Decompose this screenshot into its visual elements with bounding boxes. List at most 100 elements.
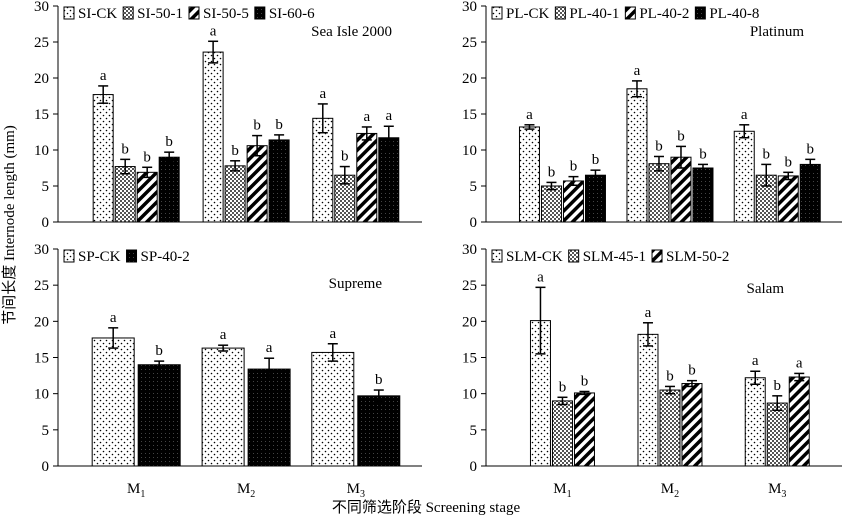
bar-sp-ck-m2 [201, 347, 245, 467]
legend-swatch-si-50-5 [188, 6, 200, 20]
significance-label: b [570, 159, 578, 175]
bar-pl-ck-m3 [733, 130, 755, 223]
significance-label: a [363, 109, 370, 125]
y-tick-label: 10 [34, 143, 49, 159]
significance-label: a [634, 63, 641, 79]
significance-label: a [537, 269, 544, 285]
bar-sp-ck-m3 [311, 351, 355, 467]
legend-swatch-slm-45-1 [568, 249, 580, 263]
legend-swatch-slm-50-2 [651, 249, 663, 263]
significance-label: b [806, 141, 814, 157]
legend-swatch-si-50-1 [122, 6, 134, 20]
y-tick-label: 20 [34, 71, 49, 87]
legend-label-slm-45-1: SLM-45-1 [583, 249, 646, 265]
significance-label: b [275, 117, 283, 133]
legend: SI-CK SI-50-1 SI-50-5 SI-60-6 [63, 6, 315, 22]
bar-slm-50-2-m3 [788, 376, 810, 467]
legend-label-pl-40-2: PL-40-2 [639, 6, 689, 22]
y-tick-label: 30 [462, 0, 477, 15]
y-tick-label: 30 [34, 242, 49, 258]
legend-label-sp-40-2: SP-40-2 [141, 249, 190, 265]
legend-swatch-pl-40-1 [554, 6, 566, 20]
legend-swatch-sp-ck [63, 249, 75, 263]
legend-swatch-si-60-6 [254, 6, 266, 20]
significance-label: a [220, 327, 227, 343]
significance-label: a [329, 326, 336, 342]
legend: SLM-CK SLM-45-1 SLM-50-2 [491, 249, 729, 265]
bar-pl-40-2-m1 [562, 180, 584, 223]
y-tick-label: 0 [42, 459, 50, 475]
y-tick-label: 20 [462, 314, 477, 330]
significance-label: a [110, 310, 117, 326]
bar-slm-ck-m2 [637, 333, 659, 467]
significance-label: b [341, 149, 349, 165]
legend-swatch-si-ck [63, 6, 75, 20]
y-tick-label: 15 [462, 351, 477, 367]
significance-label: b [581, 373, 589, 389]
significance-label: b [655, 138, 663, 154]
legend-swatch-pl-40-8 [694, 6, 706, 20]
legend-swatch-pl-ck [491, 6, 503, 20]
significance-label: b [155, 343, 163, 359]
legend-label-pl-40-1: PL-40-1 [569, 6, 619, 22]
bar-sp-40-2-m2 [247, 368, 291, 467]
significance-label: b [165, 134, 173, 150]
bar-si-ck-m1 [92, 94, 114, 223]
bar-si-ck-m2 [202, 51, 224, 223]
y-tick-label: 30 [462, 242, 477, 258]
significance-label: b [375, 372, 383, 388]
bar-pl-40-1-m2 [648, 163, 670, 223]
panel-title: Salam [747, 281, 785, 297]
bar-si-50-5-m1 [136, 171, 158, 223]
bar-si-60-6-m1 [158, 156, 180, 223]
y-tick-label: 25 [34, 35, 49, 51]
significance-label: a [741, 107, 748, 123]
significance-label: a [100, 68, 107, 84]
y-tick-label: 5 [470, 423, 478, 439]
panel-supreme: 0 5 10 15 20 25 30 a b M1 a a M2 a b M3 Supreme SP-CK SP-4… [34, 242, 422, 500]
significance-label: b [231, 143, 239, 159]
y-tick-label: 20 [34, 314, 49, 330]
bar-pl-ck-m2 [626, 88, 648, 223]
category-label-m1: M1 [553, 481, 571, 500]
y-tick-label: 15 [34, 107, 49, 123]
panel-title: Sea Isle 2000 [311, 24, 392, 40]
y-tick-label: 25 [462, 278, 477, 294]
significance-label: a [385, 108, 392, 124]
y-tick-label: 25 [462, 35, 477, 51]
bar-pl-40-8-m1 [584, 174, 606, 223]
y-tick-label: 0 [470, 215, 478, 231]
significance-label: b [784, 154, 792, 170]
legend-label-si-50-1: SI-50-1 [137, 6, 183, 22]
bar-si-60-6-m2 [268, 139, 290, 223]
bar-pl-40-1-m1 [540, 185, 562, 223]
significance-label: b [666, 368, 674, 384]
category-label-m1: M1 [127, 481, 145, 500]
bar-si-ck-m3 [312, 117, 334, 223]
significance-label: b [253, 118, 261, 134]
bar-slm-ck-m3 [744, 377, 766, 467]
category-label-m2: M2 [237, 481, 255, 500]
bar-pl-ck-m1 [518, 126, 540, 223]
significance-label: b [699, 146, 707, 162]
significance-label: b [773, 378, 781, 394]
bar-pl-40-2-m3 [777, 175, 799, 223]
significance-label: b [677, 128, 685, 144]
panel-title: Platinum [750, 24, 805, 40]
significance-label: b [592, 152, 600, 168]
significance-label: a [210, 23, 217, 39]
y-tick-label: 15 [462, 107, 477, 123]
y-tick-label: 10 [34, 387, 49, 403]
significance-label: a [752, 353, 759, 369]
panel-title: Supreme [329, 276, 383, 292]
y-tick-label: 5 [42, 423, 50, 439]
legend-swatch-sp-40-2 [126, 249, 138, 263]
category-label-m2: M2 [661, 481, 679, 500]
legend-label-si-ck: SI-CK [78, 6, 117, 22]
significance-label: b [143, 149, 151, 165]
significance-label: a [319, 86, 326, 102]
significance-label: b [762, 146, 770, 162]
